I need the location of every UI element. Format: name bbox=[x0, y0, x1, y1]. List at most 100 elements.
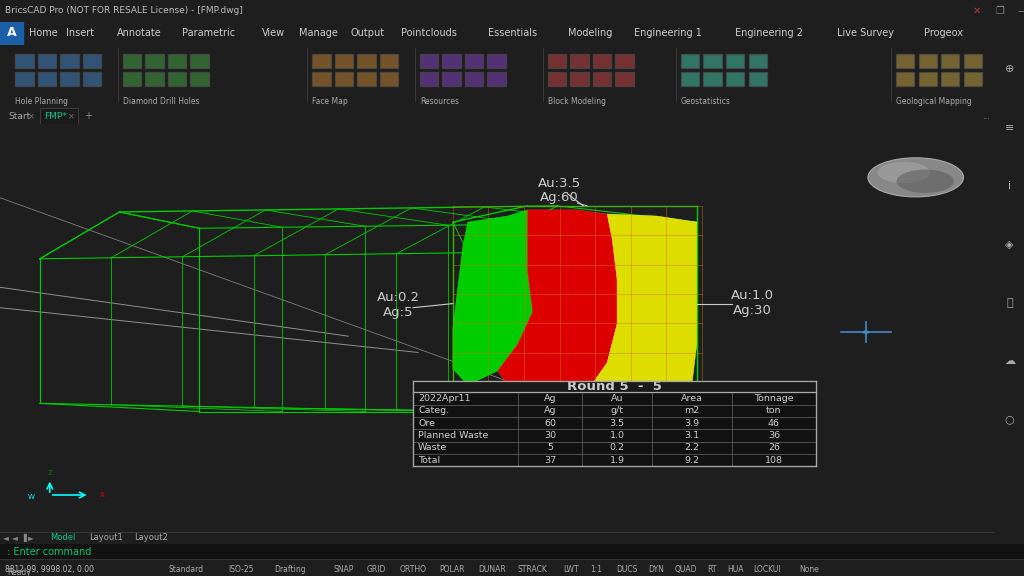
Bar bbox=[168, 55, 186, 69]
Bar bbox=[40, 108, 78, 124]
Polygon shape bbox=[557, 214, 696, 411]
Text: ◄: ◄ bbox=[12, 533, 17, 543]
Text: DYN: DYN bbox=[649, 564, 665, 574]
Text: Waste: Waste bbox=[418, 444, 447, 453]
Bar bbox=[335, 72, 353, 86]
Bar bbox=[60, 55, 79, 69]
Bar bbox=[413, 381, 816, 467]
Bar bbox=[465, 72, 483, 86]
Text: i: i bbox=[1008, 181, 1012, 191]
Bar bbox=[919, 72, 937, 86]
Text: Engineering 1: Engineering 1 bbox=[634, 28, 701, 38]
Bar bbox=[123, 55, 141, 69]
Bar bbox=[487, 55, 506, 69]
Text: Planned Waste: Planned Waste bbox=[418, 431, 488, 440]
Text: 0.2: 0.2 bbox=[609, 444, 625, 453]
Bar bbox=[0, 544, 1024, 559]
Text: 2022Apr11: 2022Apr11 bbox=[418, 394, 471, 403]
Text: —: — bbox=[1017, 6, 1024, 16]
Text: Output: Output bbox=[350, 28, 384, 38]
Text: ISO-25: ISO-25 bbox=[228, 564, 254, 574]
Text: Ag: Ag bbox=[544, 394, 556, 403]
Text: 30: 30 bbox=[544, 431, 556, 440]
Text: LWT: LWT bbox=[563, 564, 580, 574]
Text: QUAD: QUAD bbox=[675, 564, 697, 574]
Bar bbox=[123, 72, 141, 86]
Bar bbox=[413, 381, 816, 392]
Text: ...: ... bbox=[982, 112, 990, 121]
Bar bbox=[168, 72, 186, 86]
Bar bbox=[726, 72, 744, 86]
Text: ⊕: ⊕ bbox=[1005, 65, 1015, 74]
Text: ≡: ≡ bbox=[1005, 123, 1015, 132]
Text: 1.9: 1.9 bbox=[609, 456, 625, 465]
Text: ×: × bbox=[68, 112, 75, 121]
Text: Modeling: Modeling bbox=[568, 28, 612, 38]
Bar bbox=[357, 72, 376, 86]
Text: 3.5: 3.5 bbox=[609, 419, 625, 428]
Text: Layout1: Layout1 bbox=[89, 533, 123, 543]
Text: STRACK: STRACK bbox=[517, 564, 548, 574]
Text: 46: 46 bbox=[768, 419, 780, 428]
Text: Live Survey: Live Survey bbox=[837, 28, 894, 38]
Text: 9.2: 9.2 bbox=[684, 456, 699, 465]
Text: Block Modeling: Block Modeling bbox=[548, 97, 606, 106]
Text: ◄: ◄ bbox=[3, 533, 9, 543]
Text: FMP*: FMP* bbox=[44, 112, 67, 121]
Bar bbox=[896, 72, 914, 86]
Bar bbox=[190, 72, 209, 86]
Text: Insert: Insert bbox=[66, 28, 93, 38]
Bar bbox=[420, 55, 438, 69]
Text: LOCKUI: LOCKUI bbox=[753, 564, 780, 574]
Text: 3.1: 3.1 bbox=[684, 431, 699, 440]
Text: Model: Model bbox=[50, 533, 75, 543]
Text: Drafting: Drafting bbox=[274, 564, 306, 574]
Bar bbox=[703, 55, 722, 69]
Bar bbox=[312, 55, 331, 69]
Text: Annotate: Annotate bbox=[117, 28, 162, 38]
Text: g/t: g/t bbox=[610, 407, 624, 415]
Bar bbox=[60, 72, 79, 86]
Bar bbox=[749, 72, 767, 86]
Bar bbox=[615, 55, 634, 69]
Text: ton: ton bbox=[766, 407, 781, 415]
Bar bbox=[145, 55, 164, 69]
Bar bbox=[681, 55, 699, 69]
Text: 𝑓: 𝑓 bbox=[1007, 298, 1013, 308]
Bar bbox=[145, 72, 164, 86]
Circle shape bbox=[897, 169, 954, 193]
Text: 1.0: 1.0 bbox=[609, 431, 625, 440]
Bar bbox=[615, 72, 634, 86]
Text: ☁: ☁ bbox=[1005, 357, 1015, 366]
Text: Ag: Ag bbox=[544, 407, 556, 415]
Text: +: + bbox=[84, 111, 91, 122]
Text: Ag:60: Ag:60 bbox=[540, 191, 579, 204]
Text: 26: 26 bbox=[768, 444, 780, 453]
Text: Ag:5: Ag:5 bbox=[383, 306, 414, 319]
Bar bbox=[703, 72, 722, 86]
Text: W: W bbox=[28, 494, 35, 500]
Bar bbox=[593, 55, 611, 69]
Text: Progeox: Progeox bbox=[924, 28, 963, 38]
Text: DUCS: DUCS bbox=[615, 564, 637, 574]
Text: RT: RT bbox=[708, 564, 717, 574]
Text: 2.2: 2.2 bbox=[684, 444, 699, 453]
Text: Engineering 2: Engineering 2 bbox=[735, 28, 803, 38]
Text: A: A bbox=[6, 26, 16, 39]
Text: DUNAR: DUNAR bbox=[478, 564, 506, 574]
Circle shape bbox=[878, 162, 930, 183]
Text: Total: Total bbox=[418, 456, 440, 465]
Text: Home: Home bbox=[29, 28, 57, 38]
Text: Categ.: Categ. bbox=[418, 407, 450, 415]
Text: SNAP: SNAP bbox=[334, 564, 354, 574]
Circle shape bbox=[868, 158, 964, 197]
Text: Diamond Drill Holes: Diamond Drill Holes bbox=[123, 97, 200, 106]
Bar bbox=[593, 72, 611, 86]
Bar bbox=[964, 55, 982, 69]
Text: 3.9: 3.9 bbox=[684, 419, 699, 428]
Bar bbox=[380, 72, 398, 86]
Bar bbox=[357, 55, 376, 69]
Text: Ore: Ore bbox=[418, 419, 435, 428]
Text: Standard: Standard bbox=[169, 564, 204, 574]
Text: Essentials: Essentials bbox=[488, 28, 538, 38]
